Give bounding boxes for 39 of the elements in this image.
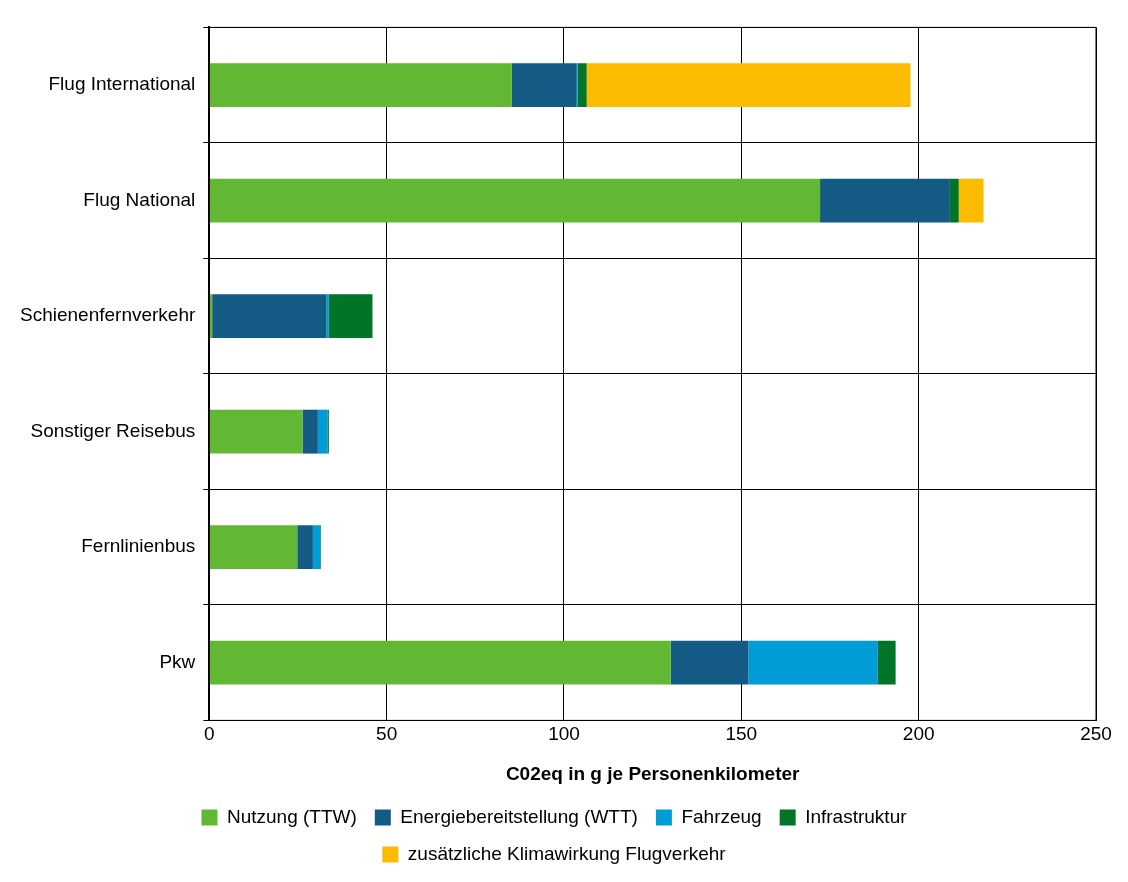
bar [312, 525, 321, 570]
bar [209, 640, 671, 685]
legend-label: Energiebereitstellung (WTT) [400, 805, 638, 827]
x-tick-label: 0 [204, 723, 215, 745]
bar [586, 63, 911, 108]
x-tick-label: 150 [725, 723, 758, 745]
bar [212, 294, 327, 339]
bar [209, 409, 303, 454]
bar [209, 63, 512, 108]
bar [958, 178, 984, 223]
bar [820, 178, 950, 223]
y-tick-label: Sonstiger Reisebus [30, 419, 196, 441]
bar [302, 409, 318, 454]
bar [209, 178, 821, 223]
bar [877, 640, 896, 685]
legend-label: zusätzliche Klimawirkung Flugverkehr [407, 842, 727, 864]
bar [670, 640, 749, 685]
bar [326, 294, 329, 339]
y-tick-label: Flug International [48, 73, 196, 95]
bar [209, 525, 298, 570]
legend-label: Fahrzeug [681, 805, 762, 827]
x-tick-label: 100 [548, 723, 580, 745]
y-tick-label: Schienenfernverkehr [20, 304, 196, 326]
bar [511, 63, 577, 108]
legend-label: Infrastruktur [805, 805, 908, 827]
legend-label: Nutzung (TTW) [226, 805, 357, 827]
x-axis-title: C02eq in g je Personenkilometer [505, 762, 801, 784]
x-tick-label: 50 [376, 723, 398, 745]
x-tick-label: 250 [1080, 723, 1112, 745]
y-tick-label: Flug National [83, 188, 196, 210]
bar [949, 178, 959, 223]
y-tick-label: Fernlinienbus [81, 535, 196, 557]
bar [748, 640, 878, 685]
bar [297, 525, 313, 570]
bar [328, 294, 373, 339]
y-tick-label: Pkw [159, 650, 196, 672]
bar [317, 409, 328, 454]
bar [577, 63, 587, 108]
x-tick-label: 200 [902, 723, 935, 745]
